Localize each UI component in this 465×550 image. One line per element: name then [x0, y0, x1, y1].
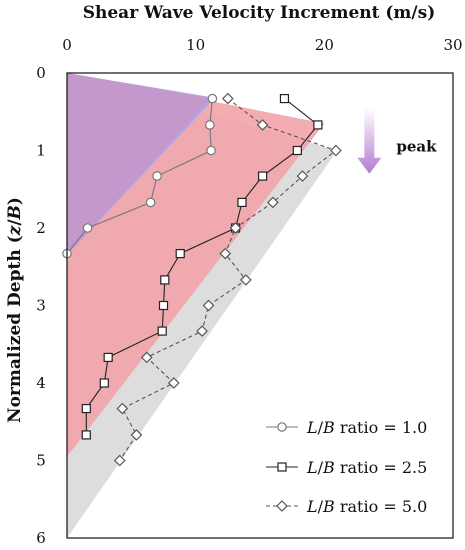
data-point: [202, 299, 215, 312]
range-band: [67, 73, 212, 256]
data-point: [103, 352, 113, 363]
data-point: [229, 222, 242, 234]
data-point: [277, 422, 287, 432]
data-point: [239, 274, 252, 286]
data-point: [82, 223, 93, 233]
data-point: [219, 247, 232, 260]
range-bands: [67, 73, 338, 538]
data-point: [206, 145, 216, 156]
data-point: [292, 145, 302, 156]
x-tick-labels: 0 10 20 30: [62, 36, 462, 54]
data-point: [167, 377, 180, 389]
data-point: [140, 351, 153, 364]
legend: L/B ratio = 1.0 L/B ratio = 2.5 L/B ratio …: [266, 418, 427, 516]
x-axis-title: Shear Wave Velocity Increment (m/s): [83, 3, 436, 23]
data-point: [279, 93, 290, 104]
data-point: [276, 500, 288, 512]
plot-area: [62, 72, 454, 539]
y-tick-label: 4: [36, 374, 46, 392]
data-point: [257, 171, 268, 181]
data-point: [130, 429, 143, 441]
y-tick-label: 6: [36, 529, 46, 547]
y-tick-label: 0: [36, 64, 46, 82]
legend-entry: L/B ratio = 5.0: [266, 497, 427, 516]
y-tick-label: 1: [36, 142, 46, 160]
data-point: [221, 92, 234, 105]
legend-label: L/B ratio = 1.0: [306, 418, 427, 437]
legend-label: L/B ratio = 5.0: [306, 497, 427, 516]
peak-arrow-icon: [357, 107, 382, 174]
data-point: [99, 378, 109, 388]
data-point: [160, 275, 170, 285]
data-point: [152, 171, 162, 181]
plot-frame: [66, 72, 454, 539]
data-point: [158, 300, 169, 311]
data-point: [313, 120, 323, 130]
y-tick-label: 3: [36, 297, 46, 315]
data-point: [237, 197, 247, 208]
legend-entry: L/B ratio = 2.5: [266, 458, 427, 477]
data-point: [277, 462, 287, 472]
data-point: [207, 93, 218, 104]
data-point: [330, 144, 342, 157]
peak-annotation: peak: [357, 107, 437, 174]
y-tick-labels: 0 1 2 3 4 5 6: [36, 64, 46, 547]
data-point: [196, 325, 208, 337]
legend-label: L/B ratio = 2.5: [306, 458, 427, 477]
peak-label: peak: [396, 138, 437, 156]
series-lines: [62, 92, 342, 467]
data-point: [81, 430, 91, 440]
x-tick-label: 10: [186, 36, 205, 54]
data-point: [145, 197, 156, 208]
data-point: [157, 326, 167, 336]
x-tick-label: 0: [62, 36, 72, 54]
y-tick-label: 5: [36, 452, 46, 470]
x-tick-label: 30: [443, 36, 462, 54]
data-point: [175, 248, 185, 259]
series-diamond: [113, 92, 342, 467]
data-point: [267, 196, 279, 209]
data-point: [116, 402, 129, 415]
data-point: [296, 170, 309, 182]
legend-entry: L/B ratio = 1.0: [266, 418, 427, 437]
data-point: [256, 119, 269, 131]
x-tick-label: 20: [315, 36, 334, 54]
data-point: [205, 120, 215, 130]
data-point: [113, 454, 126, 467]
y-axis-title: Normalized Depth (z/B): [5, 197, 25, 423]
y-tick-label: 2: [36, 219, 46, 237]
data-point: [81, 403, 91, 414]
